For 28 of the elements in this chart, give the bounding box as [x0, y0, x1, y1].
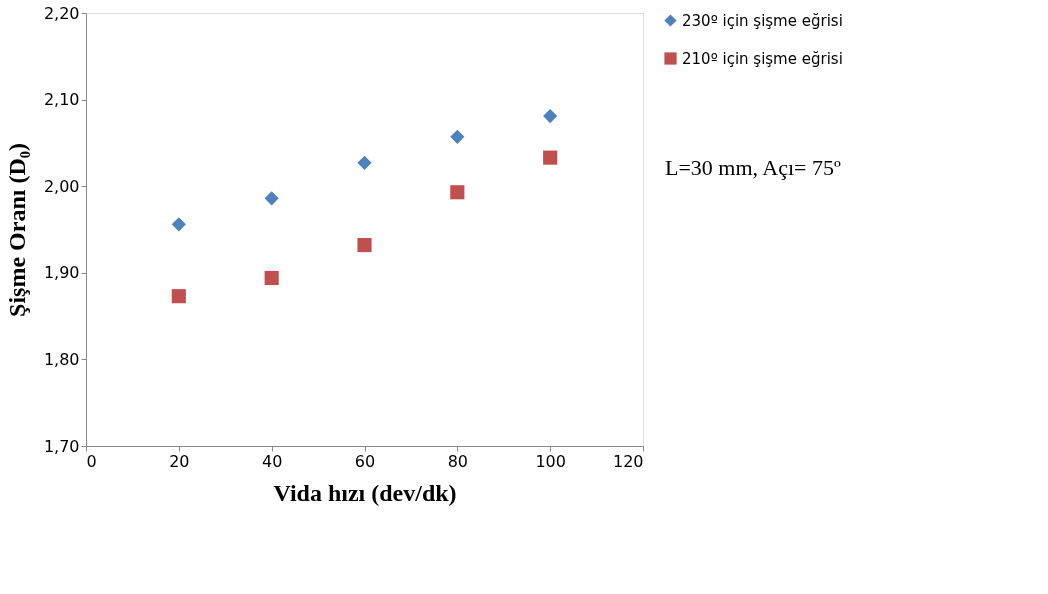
y-tick-label: 1,70 — [43, 436, 80, 456]
point — [171, 217, 186, 232]
y-tick-label: 2,00 — [43, 176, 80, 196]
point — [543, 150, 558, 165]
x-tick-label: 60 — [354, 451, 376, 471]
point — [450, 185, 465, 200]
point — [357, 238, 372, 253]
x-tick-label: 20 — [169, 451, 190, 471]
x-axis-title: Vida hızı (dev/dk) — [273, 479, 457, 506]
x-tick-label: 80 — [447, 451, 469, 471]
legend-label: 230º için şişme eğrisi — [682, 11, 843, 30]
text: L=30 mm, Açı= 75º — [665, 155, 842, 180]
y-axis-title: Şişme Oranı (D₀) — [3, 143, 30, 317]
y-tick-label: 2,10 — [43, 90, 80, 110]
x-tick-label: 0 — [86, 451, 97, 471]
point — [543, 108, 558, 124]
y-tick-label: 1,80 — [43, 349, 80, 369]
legend-label: 210º için şişme eğrisi — [682, 49, 843, 68]
x-tick-label: 40 — [261, 451, 283, 471]
point — [264, 270, 279, 286]
point — [450, 129, 465, 144]
y-tick-label: 1,90 — [43, 263, 80, 283]
point — [357, 155, 372, 170]
x-tick-label: 100 — [535, 451, 566, 471]
point — [264, 191, 279, 206]
point — [171, 289, 186, 304]
x-tick-label: 120 — [612, 451, 644, 471]
y-tick-label: 2,20 — [43, 3, 80, 23]
